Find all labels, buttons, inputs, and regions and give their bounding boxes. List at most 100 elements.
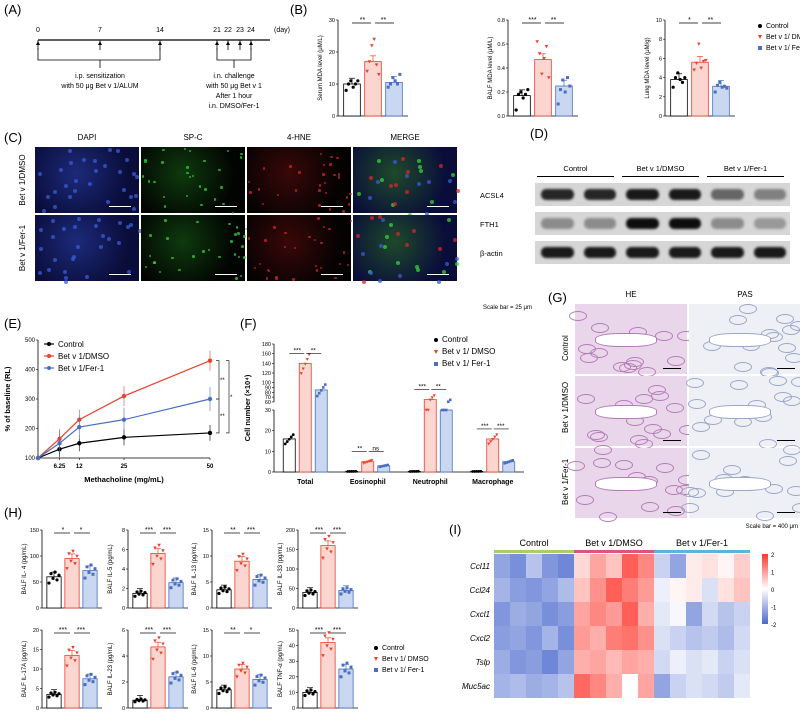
y-tick-label: 15 — [203, 528, 209, 534]
if-scale-bar — [321, 205, 343, 207]
cyto-3-point — [327, 534, 331, 539]
bar-sig: ** — [357, 446, 363, 453]
cyto-2-ylabel: BALF IL-13 (pg/mL) — [192, 543, 198, 596]
heatmap-scale-tick: 1 — [771, 571, 775, 577]
heatmap-cell — [606, 602, 622, 626]
if-signal-dot — [427, 180, 432, 185]
if-signal-dot — [192, 255, 195, 258]
cyto-1-point — [179, 579, 183, 583]
heatmap-cell — [670, 674, 686, 698]
if-signal-dot — [437, 247, 442, 252]
cyto-4-point — [89, 672, 93, 676]
y-tick-label: 0.2 — [497, 90, 505, 96]
panel-label-e: (E) — [4, 316, 22, 331]
cyto-5-point — [177, 678, 181, 682]
if-signal-dot — [144, 158, 147, 162]
if-signal-dot — [162, 195, 166, 199]
line-point — [207, 358, 213, 363]
wb-band — [711, 218, 744, 229]
if-signal-dot — [322, 173, 325, 176]
line-ylabel: % of baseline (RL) — [3, 366, 12, 432]
cyto-7-point — [325, 644, 329, 648]
y-tick-label: 100 — [286, 567, 295, 573]
mda-0-point — [386, 85, 390, 89]
cyto-5-point — [155, 648, 159, 652]
bar-2-2 — [439, 409, 453, 473]
if-signal-dot — [275, 275, 278, 279]
if-signal-dot — [319, 266, 323, 270]
if-signal-dot — [415, 265, 420, 270]
heatmap-cell — [590, 674, 606, 698]
significance-label: *** — [315, 627, 323, 634]
if-signal-dot — [318, 189, 321, 192]
if-signal-dot — [141, 175, 145, 178]
mda-0-point — [370, 44, 374, 48]
histo-alveolus — [630, 435, 649, 446]
y-tick-label: 0.8 — [497, 18, 505, 24]
cyto-3-point — [345, 586, 349, 590]
heatmap-gene-label: Ccl11 — [470, 562, 490, 571]
if-signal-dot — [237, 232, 240, 235]
if-signal-dot — [411, 228, 416, 233]
cyto-5-point — [157, 636, 161, 640]
significance-label: *** — [145, 527, 153, 534]
wb-band — [626, 247, 659, 258]
histo-alveolus — [778, 455, 797, 466]
cyto-0-point — [65, 567, 69, 571]
mda-2-bar — [670, 79, 688, 117]
histo-row-label: Control — [561, 335, 570, 361]
if-signal-dot — [337, 176, 341, 179]
heatmap-scale-tick: 2 — [771, 553, 775, 559]
if-signal-dot — [200, 203, 203, 207]
cyto-4-point — [65, 664, 69, 668]
mda-1-bar — [534, 59, 552, 117]
cyto-2-point — [243, 564, 247, 568]
if-signal-dot — [53, 257, 58, 262]
if-signal-dot — [337, 173, 341, 176]
cyto-0-point — [47, 581, 51, 585]
if-scalebar-label: Scale bar = 25 μm — [483, 305, 532, 311]
histo-airway — [709, 405, 771, 419]
wb-band — [753, 189, 786, 200]
if-signal-dot — [53, 205, 58, 210]
if-scale-bar — [321, 273, 343, 275]
if-signal-dot — [38, 270, 43, 275]
timeline-unit: (day) — [274, 27, 290, 34]
panel-label-b: (B) — [290, 2, 308, 17]
mda-2-point — [676, 71, 680, 75]
cyto-0-bar — [64, 558, 80, 609]
if-signal-dot — [407, 212, 412, 217]
cyto-2-point — [219, 586, 223, 590]
line-x-tick: 25 — [121, 464, 128, 470]
heatmap-cell — [574, 650, 590, 674]
if-signal-dot — [188, 175, 192, 179]
if-signal-dot — [64, 279, 69, 284]
mda-1-point — [542, 57, 546, 61]
if-signal-dot — [218, 168, 221, 172]
cyto-5-point — [159, 651, 163, 655]
if-signal-dot — [347, 203, 351, 206]
if-signal-dot — [349, 192, 352, 196]
histo-column-label: HE — [625, 290, 637, 299]
cyto-1-point — [177, 583, 181, 587]
cyto-6-point — [245, 665, 249, 669]
histo-scale-bar — [663, 367, 681, 369]
bar-point — [315, 394, 319, 398]
bar-sig: ** — [311, 347, 317, 354]
if-signal-dot — [234, 233, 237, 236]
cyto-0-ylabel: BALF IL- 4 (pg/mL) — [22, 543, 28, 594]
cyto-2-point — [223, 585, 227, 589]
mda-1-point — [523, 92, 528, 96]
wb-blot-strip — [535, 183, 790, 206]
bar-point — [509, 459, 513, 463]
line-xlabel: Methacholine (mg/mL) — [84, 475, 164, 484]
if-signal-dot — [328, 208, 332, 211]
if-signal-dot — [370, 216, 375, 221]
y-tick-label: 2 — [659, 95, 662, 101]
cyto-3-point — [347, 590, 351, 594]
cyto-1-point — [151, 562, 155, 567]
y-tick-label: 10 — [33, 667, 39, 673]
if-signal-dot — [398, 274, 403, 279]
bar-sig: *** — [481, 423, 489, 430]
histo-alveolus — [567, 460, 586, 471]
